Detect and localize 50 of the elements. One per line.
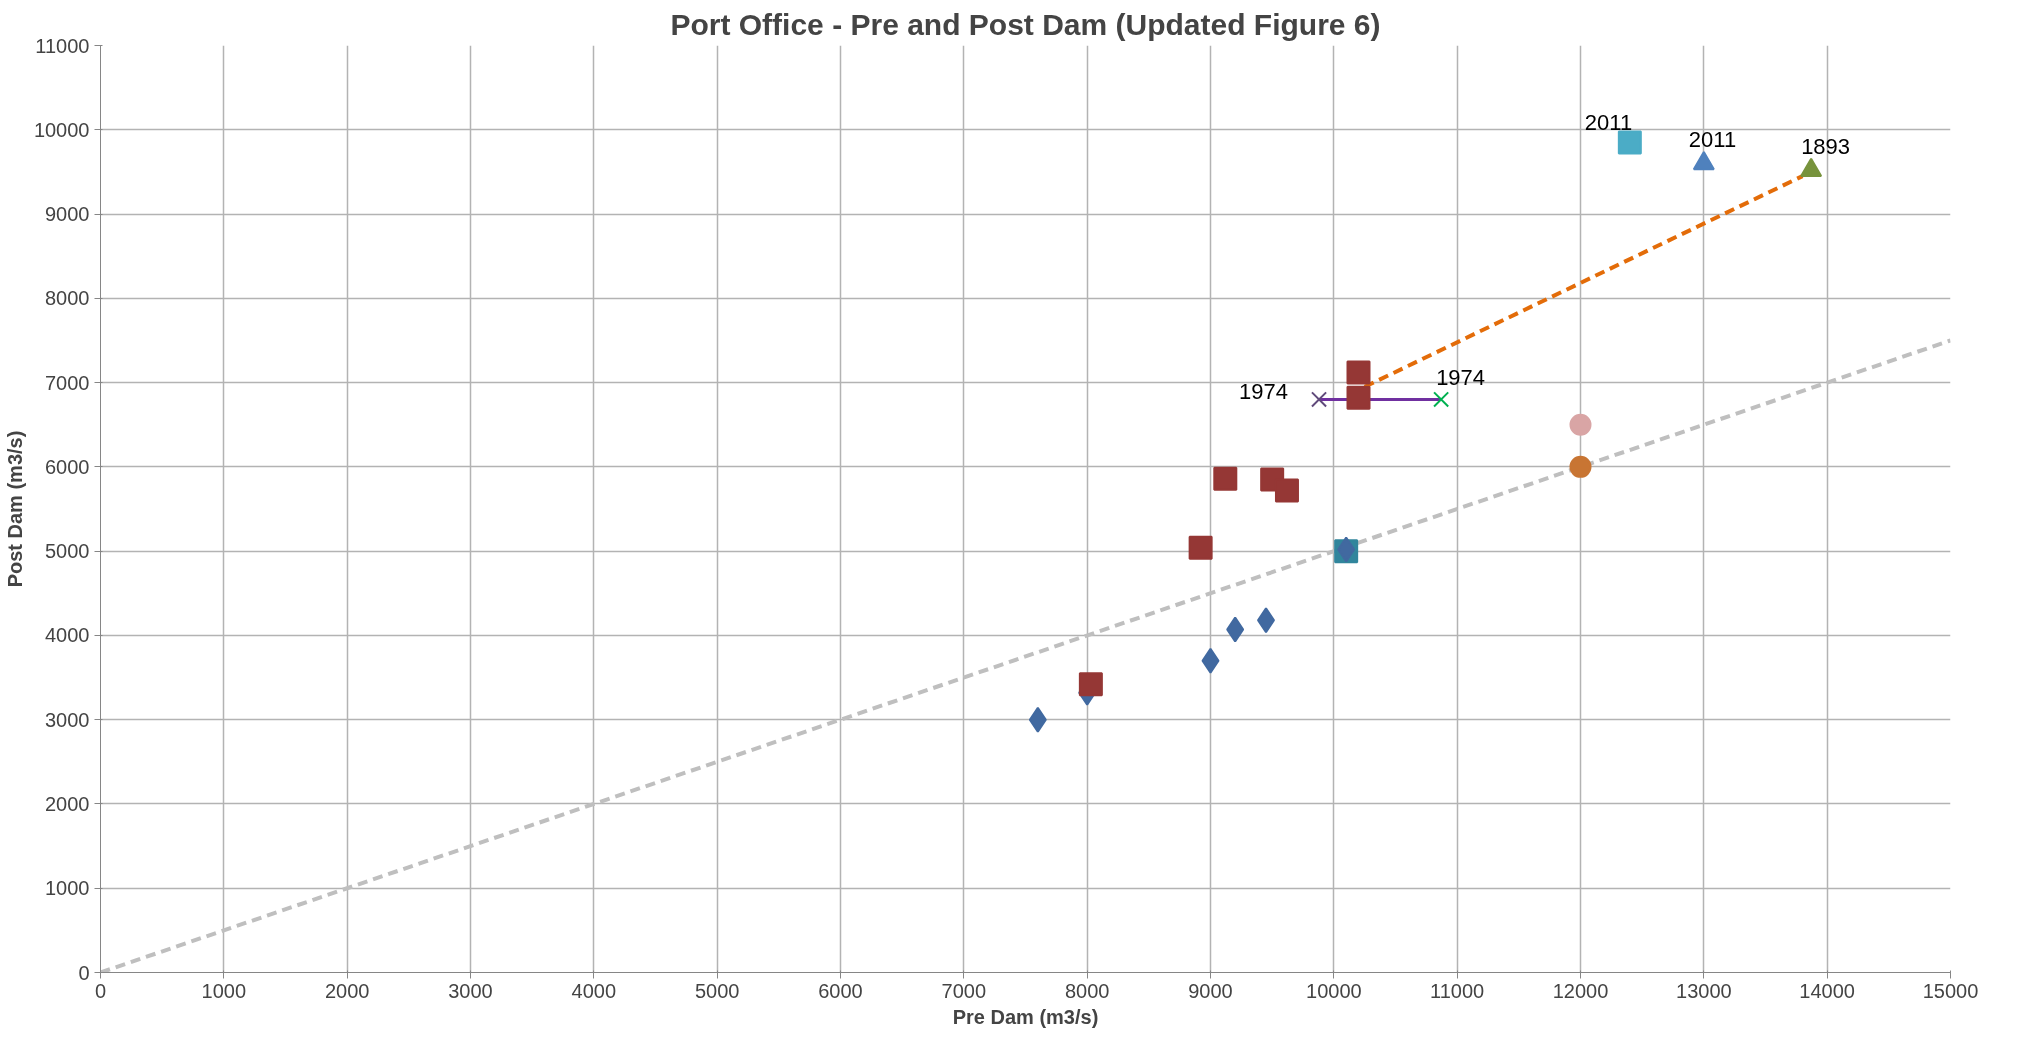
y-tick-label: 7000 — [45, 371, 90, 394]
x-tick-label: 9000 — [1188, 979, 1233, 1002]
x-tick-label: 3000 — [448, 979, 493, 1002]
point — [1617, 130, 1642, 155]
y-tick-label: 3000 — [45, 708, 90, 731]
x-tick-label: 5000 — [694, 979, 740, 1002]
point — [1226, 616, 1245, 643]
y-tick-label: 0 — [78, 961, 90, 984]
point — [1569, 413, 1592, 436]
y-tick-label: 9000 — [45, 203, 90, 226]
y-tick-label: 2000 — [45, 792, 90, 815]
x-tick-label: 8000 — [1064, 979, 1110, 1002]
y-tick-label: 5000 — [45, 540, 90, 563]
y-tick-label: 4000 — [45, 624, 90, 647]
point — [1346, 360, 1371, 385]
x-tick-label: 7000 — [941, 979, 987, 1002]
point — [1310, 391, 1328, 408]
x-tick-label: 2000 — [324, 979, 370, 1002]
point — [1346, 385, 1371, 410]
annotation: 2011 — [1584, 110, 1633, 136]
annotation: 2011 — [1688, 127, 1737, 153]
x-tick-label: 6000 — [818, 979, 863, 1002]
x-tick-label: 12000 — [1552, 979, 1609, 1002]
x-tick-label: 14000 — [1799, 979, 1855, 1002]
annotation: 1974 — [1239, 379, 1288, 405]
x-tick-label: 4000 — [571, 979, 617, 1002]
point — [1188, 535, 1213, 560]
y-axis-title: Post Dam (m3/s) — [3, 430, 26, 588]
y-tick-label: 1000 — [45, 877, 90, 900]
point — [1433, 391, 1450, 408]
point — [1028, 706, 1047, 733]
x-tick-label: 1000 — [201, 979, 247, 1002]
x-tick-label: 13000 — [1676, 979, 1732, 1002]
y-tick-label: 11000 — [35, 34, 90, 57]
annotation: 1974 — [1436, 365, 1486, 391]
chart-title: Port Office - Pre and Post Dam (Updated Figure 6) — [670, 7, 1381, 41]
point — [1201, 647, 1220, 674]
y-tick-label: 6000 — [45, 455, 90, 478]
y-tick-label: 8000 — [45, 287, 90, 310]
x-tick-label: 11000 — [1430, 979, 1485, 1002]
x-tick-label: 10000 — [1306, 979, 1362, 1002]
point — [1569, 455, 1592, 478]
x-tick-label: 0 — [94, 979, 107, 1002]
annotation: 1893 — [1801, 134, 1851, 160]
x-tick-label: 15000 — [1922, 979, 1979, 1002]
x-axis-title: Pre Dam (m3/s) — [952, 1005, 1099, 1028]
point — [1213, 466, 1238, 491]
point — [1078, 672, 1103, 697]
y-tick-label: 10000 — [33, 118, 90, 141]
point — [1274, 478, 1299, 503]
